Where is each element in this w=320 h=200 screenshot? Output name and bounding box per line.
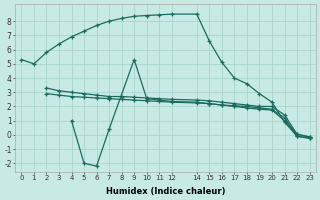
X-axis label: Humidex (Indice chaleur): Humidex (Indice chaleur) [106,187,225,196]
